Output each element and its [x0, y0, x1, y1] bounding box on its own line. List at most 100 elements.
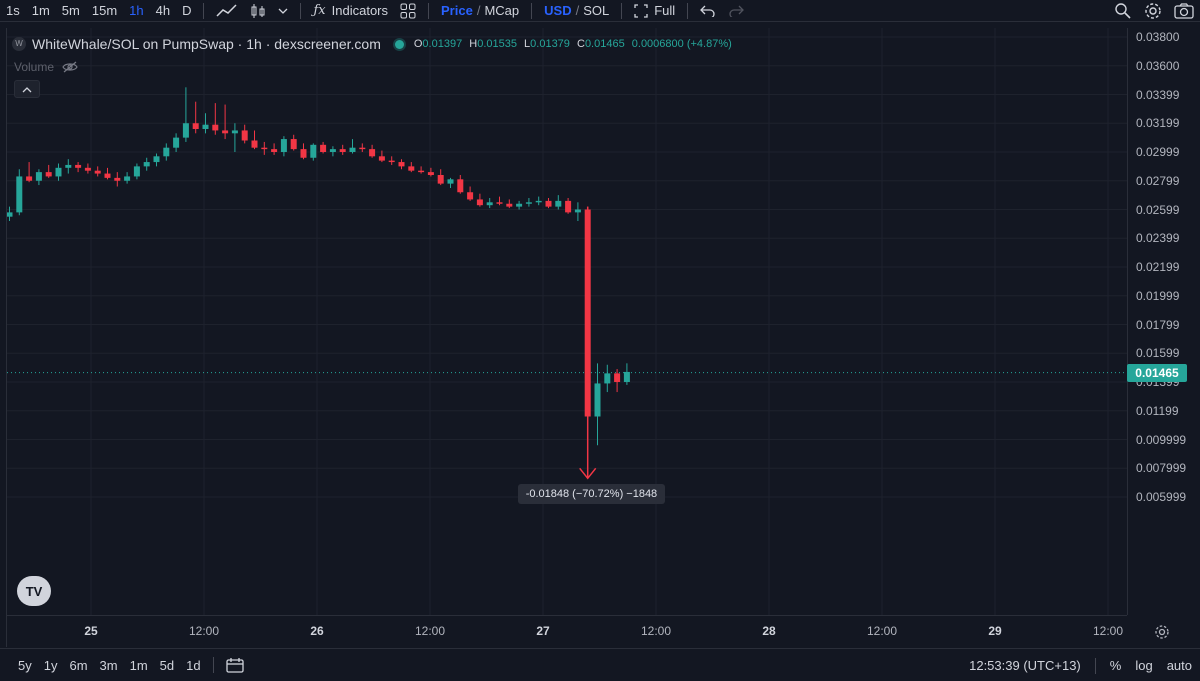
time-tick-label: 12:00	[866, 624, 898, 638]
candle-body	[124, 176, 131, 181]
sol-option[interactable]: SOL	[583, 3, 610, 18]
log-toggle[interactable]: log	[1135, 658, 1153, 673]
percent-toggle[interactable]: %	[1109, 658, 1122, 673]
price-tick-label: 0.005999	[1136, 490, 1187, 504]
range-5y[interactable]: 5y	[18, 657, 32, 673]
camera-icon[interactable]	[1168, 0, 1200, 22]
range-3m[interactable]: 3m	[99, 657, 118, 673]
divider	[203, 2, 205, 19]
toolbar-right	[1108, 0, 1200, 22]
candle-body	[133, 166, 140, 177]
candle-body	[506, 203, 513, 207]
candle-body	[7, 212, 13, 217]
symbol-title[interactable]: WhiteWhale/SOL on PumpSwap · 1h · dexscr…	[32, 36, 381, 52]
divider	[621, 2, 623, 19]
range-1m[interactable]: 1m	[129, 657, 148, 673]
close-value: 0.01465	[584, 38, 625, 50]
time-tick-label: 12:00	[188, 624, 220, 638]
volume-label: Volume	[14, 60, 55, 74]
clock-timezone[interactable]: 12:53:39 (UTC+13)	[969, 658, 1081, 673]
timeframe-group: 1s 1m 5m 15m 1h 4h D	[0, 0, 197, 22]
candle-body	[212, 124, 219, 131]
usd-option[interactable]: USD	[544, 3, 572, 18]
timeframe-1h[interactable]: 1h	[129, 2, 144, 18]
price-tick-label: 0.02799	[1136, 173, 1180, 188]
range-1d[interactable]: 1d	[186, 657, 201, 673]
price-chart[interactable]	[7, 28, 1127, 615]
candle-body	[94, 170, 101, 174]
candle-body	[290, 139, 297, 150]
candle-body	[555, 200, 562, 207]
candle-body	[192, 123, 199, 129]
timeframe-15m[interactable]: 15m	[91, 2, 118, 18]
high-value: 0.01535	[477, 38, 517, 50]
indicators-label: Indicators	[331, 3, 389, 18]
candles-icon[interactable]	[244, 0, 272, 22]
price-axis[interactable]: 0.03800 0.03600 0.03399 0.03199 0.02999 0.027…	[1127, 28, 1200, 615]
quick-search-icon[interactable]	[1108, 0, 1138, 22]
collapse-legend-button[interactable]	[14, 80, 40, 98]
time-tick-label: 27	[536, 624, 550, 638]
candle-body	[75, 164, 82, 168]
price-tick-label: 0.009999	[1136, 432, 1187, 447]
candle-body	[545, 200, 552, 207]
timeframe-1m[interactable]: 1m	[31, 2, 50, 18]
candle-body	[408, 166, 415, 171]
time-tick-label: 25	[84, 624, 98, 638]
bottom-right-controls: 12:53:39 (UTC+13) % log auto	[969, 649, 1192, 681]
price-tick-label: 0.01799	[1136, 317, 1180, 332]
bottom-toolbar: 5y 1y 6m 3m 1m 5d 1d 12:53:39 (UTC+13) % log a…	[0, 648, 1200, 681]
candle-body	[467, 192, 474, 200]
auto-toggle[interactable]: auto	[1166, 658, 1192, 673]
last-price-label: 0.01465	[1127, 363, 1187, 382]
eye-hidden-icon[interactable]	[62, 61, 78, 73]
date-range-calendar-icon[interactable]	[220, 654, 250, 676]
redo-icon[interactable]	[722, 0, 750, 22]
line-chart-icon[interactable]	[210, 0, 244, 22]
range-6m[interactable]: 6m	[69, 657, 88, 673]
time-axis[interactable]: 25 12:00 26 12:00 27 12:00 28 12:00 29 12:00	[7, 615, 1127, 647]
candle-body	[418, 170, 425, 173]
candlestick-chart[interactable]	[7, 28, 1127, 615]
layout-grid-icon[interactable]	[394, 0, 422, 22]
left-drawing-strip	[0, 28, 7, 647]
token-logo: W	[12, 37, 26, 51]
candle-body	[398, 162, 405, 167]
candle-body	[143, 162, 150, 167]
slash: /	[476, 3, 481, 18]
undo-icon[interactable]	[694, 0, 722, 22]
timeframe-5m[interactable]: 5m	[61, 2, 80, 18]
candle-body	[359, 147, 366, 150]
range-group: 5y 1y 6m 3m 1m 5d 1d	[12, 658, 207, 673]
timeframe-D[interactable]: D	[182, 2, 192, 18]
range-1y[interactable]: 1y	[43, 657, 58, 673]
mcap-option[interactable]: MCap	[484, 3, 520, 18]
indicators-button[interactable]: ƒx Indicators	[307, 0, 394, 22]
currency-toggle[interactable]: USD / SOL	[538, 0, 615, 22]
price-option[interactable]: Price	[441, 3, 473, 18]
change-value: 0.0006800 (+4.87%)	[631, 38, 732, 50]
candle-body	[310, 144, 317, 158]
divider	[212, 657, 214, 673]
candle-body	[163, 147, 170, 157]
candle-body	[614, 373, 621, 382]
time-tick-label: 12:00	[1092, 624, 1124, 638]
candle-body	[241, 130, 248, 141]
chevron-down-icon[interactable]	[272, 0, 294, 22]
range-5d[interactable]: 5d	[159, 657, 175, 673]
candle-body	[251, 140, 258, 148]
timeframe-4h[interactable]: 4h	[155, 2, 171, 18]
candle-body	[26, 176, 33, 181]
price-mcap-toggle[interactable]: Price / MCap	[435, 0, 525, 22]
candle-body	[427, 172, 434, 175]
timeframe-1s[interactable]: 1s	[6, 2, 20, 18]
tradingview-logo[interactable]: TV	[17, 576, 51, 606]
candle-body	[486, 202, 493, 206]
open-value: 0.01397	[422, 38, 463, 50]
candle-body	[45, 172, 52, 177]
axis-settings-gear-icon[interactable]	[1154, 624, 1170, 645]
fullscreen-button[interactable]: Full	[628, 0, 681, 22]
chart-legend: W WhiteWhale/SOL on PumpSwap · 1h · dexs…	[12, 36, 732, 52]
candle-body	[114, 177, 121, 181]
settings-gear-icon[interactable]	[1138, 0, 1168, 22]
